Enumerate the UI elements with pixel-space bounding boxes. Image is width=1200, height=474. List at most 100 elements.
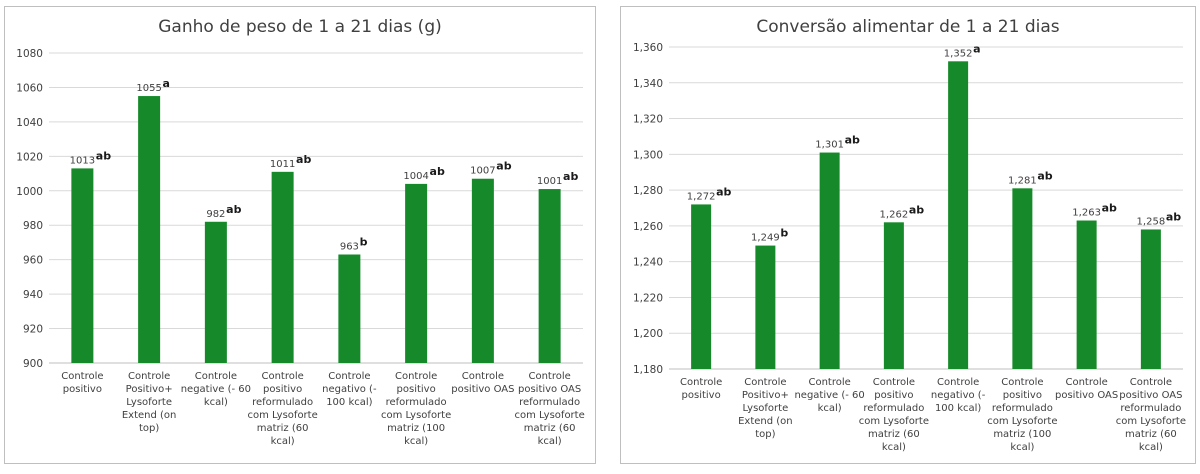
feed-conversion-significance-label: ab bbox=[845, 134, 860, 147]
weight-gain-significance-label: a bbox=[163, 77, 170, 90]
weight-gain-category-label: Controle bbox=[261, 371, 303, 382]
feed-conversion-category-label: kcal) bbox=[882, 442, 906, 453]
feed-conversion-category-label: matriz (60 bbox=[868, 429, 920, 440]
feed-conversion-y-tick-label: 1,220 bbox=[633, 292, 663, 304]
weight-gain-significance-label: ab bbox=[496, 160, 511, 173]
weight-gain-chart-title: Ganho de peso de 1 a 21 dias (g) bbox=[158, 17, 442, 37]
feed-conversion-y-tick-label: 1,360 bbox=[633, 42, 663, 54]
weight-gain-category-label: reformulado bbox=[519, 397, 580, 408]
weight-gain-category-label: reformulado bbox=[386, 397, 447, 408]
feed-conversion-significance-label: a bbox=[973, 42, 980, 55]
feed-conversion-bar bbox=[948, 61, 969, 370]
weight-gain-bar bbox=[405, 183, 428, 363]
weight-gain-significance-label: ab bbox=[563, 170, 578, 183]
weight-gain-y-tick-label: 1060 bbox=[16, 82, 43, 94]
feed-conversion-category-label: reformulado bbox=[1120, 403, 1181, 414]
weight-gain-significance-label: b bbox=[360, 236, 368, 249]
feed-conversion-value-label: 1,352 bbox=[944, 48, 973, 59]
feed-conversion-y-tick-label: 1,340 bbox=[633, 78, 663, 90]
feed-conversion-category-label: matriz (100 bbox=[993, 429, 1051, 440]
feed-conversion-category-label: reformulado bbox=[863, 403, 924, 414]
weight-gain-y-tick-label: 1020 bbox=[16, 151, 43, 163]
feed-conversion-y-tick-label: 1,320 bbox=[633, 114, 663, 126]
weight-gain-significance-label: ab bbox=[226, 203, 241, 216]
feed-conversion-category-label: Controle bbox=[1001, 377, 1043, 388]
feed-conversion-category-label: negativo (- bbox=[931, 390, 986, 401]
weight-gain-category-label: 100 kcal) bbox=[326, 397, 372, 408]
feed-conversion-category-label: kcal) bbox=[818, 403, 842, 414]
weight-gain-category-label: positivo OAS bbox=[518, 384, 581, 395]
feed-conversion-value-label: 1,263 bbox=[1072, 208, 1101, 219]
feed-conversion-category-label: com Lysoforte bbox=[859, 416, 929, 427]
feed-conversion-category-label: reformulado bbox=[992, 403, 1053, 414]
weight-gain-category-label: negative (- 60 bbox=[181, 384, 251, 395]
weight-gain-y-tick-label: 1000 bbox=[16, 186, 43, 198]
feed-conversion-category-label: top) bbox=[755, 429, 775, 440]
weight-gain-bar bbox=[271, 171, 294, 363]
feed-conversion-y-tick-label: 1,260 bbox=[633, 221, 663, 233]
feed-conversion-y-tick-label: 1,280 bbox=[633, 185, 663, 197]
feed-conversion-significance-label: ab bbox=[1102, 202, 1117, 215]
feed-conversion-category-label: positivo bbox=[874, 390, 913, 401]
weight-gain-category-label: Controle bbox=[195, 371, 237, 382]
weight-gain-category-label: positivo bbox=[263, 384, 302, 395]
feed-conversion-category-label: Controle bbox=[937, 377, 979, 388]
feed-conversion-category-label: positivo OAS bbox=[1119, 390, 1182, 401]
feed-conversion-y-tick-label: 1,180 bbox=[633, 364, 663, 376]
feed-conversion-y-tick-label: 1,300 bbox=[633, 149, 663, 161]
feed-conversion-category-label: 100 kcal) bbox=[935, 403, 981, 414]
weight-gain-value-label: 982 bbox=[206, 209, 225, 220]
weight-gain-category-label: reformulado bbox=[252, 397, 313, 408]
weight-gain-category-label: com Lysoforte bbox=[381, 410, 451, 421]
weight-gain-category-label: Lysoforte bbox=[126, 397, 172, 408]
weight-gain-category-label: positivo bbox=[397, 384, 436, 395]
feed-conversion-category-label: Lysoforte bbox=[743, 403, 789, 414]
feed-conversion-category-label: Controle bbox=[744, 377, 786, 388]
weight-gain-category-label: negativo (- bbox=[322, 384, 377, 395]
feed-conversion-chart-panel: Conversão alimentar de 1 a 21 dias 1,180… bbox=[620, 6, 1196, 464]
weight-gain-value-label: 1055 bbox=[136, 83, 161, 94]
weight-gain-bar bbox=[471, 178, 494, 363]
weight-gain-value-label: 1011 bbox=[270, 159, 295, 170]
feed-conversion-category-label: com Lysoforte bbox=[1116, 416, 1186, 427]
weight-gain-category-label: Controle bbox=[462, 371, 504, 382]
feed-conversion-value-label: 1,262 bbox=[880, 209, 909, 220]
feed-conversion-significance-label: b bbox=[780, 227, 788, 240]
weight-gain-category-label: matriz (60 bbox=[524, 423, 576, 434]
weight-gain-value-label: 1013 bbox=[70, 155, 95, 166]
feed-conversion-bar bbox=[755, 245, 776, 369]
feed-conversion-significance-label: ab bbox=[909, 203, 924, 216]
weight-gain-value-label: 1007 bbox=[470, 166, 495, 177]
weight-gain-category-label: Controle bbox=[61, 371, 103, 382]
feed-conversion-value-label: 1,249 bbox=[751, 233, 780, 244]
feed-conversion-category-label: Positivo+ bbox=[742, 390, 789, 401]
feed-conversion-chart-title: Conversão alimentar de 1 a 21 dias bbox=[756, 17, 1060, 37]
weight-gain-category-label: top) bbox=[139, 423, 159, 434]
weight-gain-value-label: 1004 bbox=[403, 171, 428, 182]
weight-gain-value-label: 963 bbox=[340, 242, 359, 253]
feed-conversion-significance-label: ab bbox=[716, 185, 731, 198]
weight-gain-y-tick-label: 1040 bbox=[16, 117, 43, 129]
feed-conversion-category-label: com Lysoforte bbox=[987, 416, 1057, 427]
weight-gain-bar bbox=[538, 189, 561, 363]
weight-gain-bar bbox=[138, 96, 161, 364]
feed-conversion-category-label: positivo OAS bbox=[1055, 390, 1118, 401]
weight-gain-significance-label: ab bbox=[96, 149, 111, 162]
weight-gain-category-label: kcal) bbox=[204, 397, 228, 408]
weight-gain-category-label: com Lysoforte bbox=[514, 410, 584, 421]
feed-conversion-bar bbox=[1076, 220, 1097, 369]
weight-gain-category-label: positivo OAS bbox=[451, 384, 514, 395]
weight-gain-category-label: Controle bbox=[128, 371, 170, 382]
weight-gain-y-tick-label: 960 bbox=[23, 255, 43, 267]
feed-conversion-category-label: Controle bbox=[808, 377, 850, 388]
feed-conversion-category-label: kcal) bbox=[1010, 442, 1034, 453]
feed-conversion-category-label: Controle bbox=[680, 377, 722, 388]
weight-gain-category-label: Controle bbox=[328, 371, 370, 382]
feed-conversion-category-label: Extend (on bbox=[738, 416, 793, 427]
weight-gain-significance-label: ab bbox=[296, 153, 311, 166]
feed-conversion-value-label: 1,272 bbox=[687, 191, 716, 202]
weight-gain-bar bbox=[338, 254, 361, 363]
feed-conversion-chart-plot: 1,180 1,200 1,220 1,240 1,260 1,280 1,300 1,320… bbox=[633, 42, 1186, 453]
feed-conversion-category-label: positivo bbox=[1003, 390, 1042, 401]
